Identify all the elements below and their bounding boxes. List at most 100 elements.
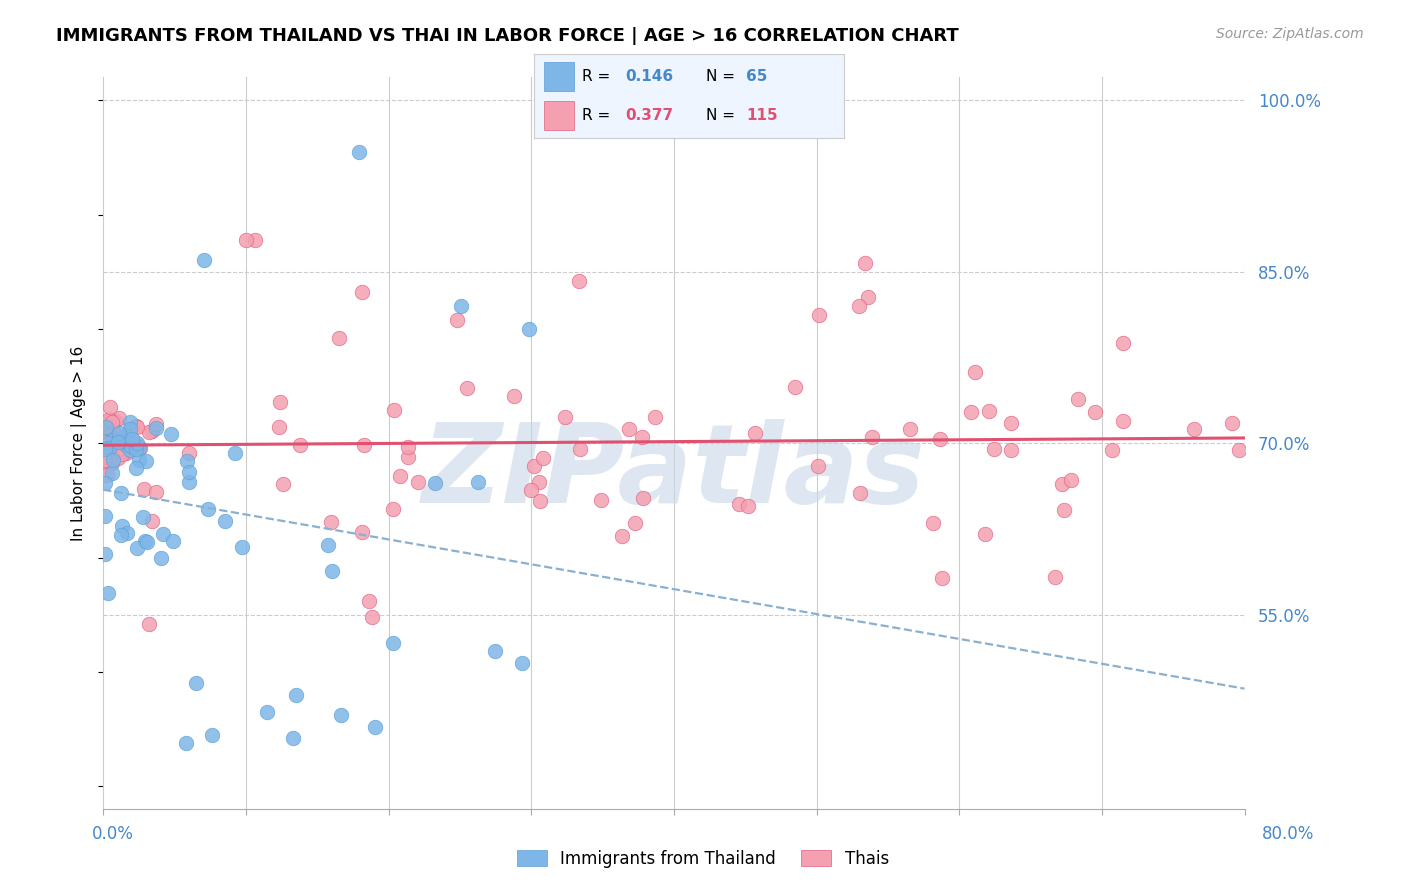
Point (114, 429, 136, 443)
Point (510, 656, 533, 670)
Text: IMMIGRANTS FROM THAILAND VS THAI IN LABOR FORCE | AGE > 16 CORRELATION CHART: IMMIGRANTS FROM THAILAND VS THAI IN LABO… (56, 27, 959, 45)
Text: N =: N = (706, 69, 740, 84)
Point (531, 451, 554, 466)
Point (856, 290, 879, 304)
Point (101, 420, 124, 434)
Point (96, 415, 118, 429)
Point (728, 497, 751, 511)
Point (243, 233, 266, 247)
Point (94, 444, 117, 458)
Point (107, 450, 129, 465)
Point (922, 516, 945, 530)
Text: 80.0%: 80.0% (1263, 825, 1315, 843)
Point (1060, 473, 1083, 487)
Point (136, 535, 159, 549)
Point (446, 312, 468, 326)
Point (785, 379, 807, 393)
Point (959, 405, 981, 419)
Point (527, 475, 550, 489)
Point (347, 145, 370, 159)
Point (96, 467, 118, 482)
Point (269, 395, 291, 409)
Point (554, 409, 576, 424)
Point (1067, 392, 1090, 406)
Point (963, 365, 986, 379)
Point (224, 446, 246, 460)
Point (184, 676, 207, 690)
Text: 0.0%: 0.0% (91, 825, 134, 843)
Point (93, 417, 115, 431)
Point (179, 446, 201, 460)
Y-axis label: In Labor Force | Age > 16: In Labor Force | Age > 16 (72, 345, 87, 541)
Point (93, 548, 115, 562)
Point (118, 439, 141, 453)
Point (111, 447, 134, 461)
Point (124, 461, 146, 475)
Point (128, 441, 150, 455)
Text: N =: N = (706, 108, 740, 123)
Point (115, 437, 138, 451)
Point (132, 510, 155, 524)
Point (929, 432, 952, 446)
Point (977, 404, 1000, 418)
Point (121, 432, 143, 446)
Point (197, 502, 219, 516)
Point (1000, 442, 1022, 457)
Point (93, 450, 115, 465)
Point (256, 705, 278, 719)
Point (94, 420, 117, 434)
Point (807, 459, 830, 474)
Point (108, 411, 131, 425)
Point (201, 728, 224, 742)
Point (523, 459, 546, 474)
Point (145, 485, 167, 500)
Point (135, 454, 157, 468)
Point (120, 442, 142, 457)
Point (353, 438, 375, 452)
Point (97, 585, 120, 599)
Point (114, 431, 136, 445)
Point (125, 442, 148, 456)
Point (94, 460, 117, 475)
Point (93, 434, 115, 449)
Point (382, 501, 405, 516)
Point (231, 540, 253, 554)
Point (364, 720, 387, 734)
Point (1101, 442, 1123, 457)
Point (381, 636, 404, 650)
Point (1084, 405, 1107, 419)
Point (931, 571, 953, 585)
Point (120, 415, 142, 429)
Point (120, 439, 142, 453)
Point (283, 731, 305, 746)
Point (214, 514, 236, 528)
Point (134, 482, 156, 496)
Point (974, 527, 997, 541)
Point (589, 492, 612, 507)
Point (1112, 414, 1135, 428)
Point (125, 541, 148, 555)
Point (93, 476, 115, 491)
Point (97, 428, 120, 442)
Point (450, 299, 472, 313)
Point (425, 475, 447, 490)
Point (115, 525, 138, 540)
Point (125, 436, 148, 450)
Point (103, 453, 125, 467)
Text: 115: 115 (747, 108, 778, 123)
Text: 65: 65 (747, 69, 768, 84)
Point (352, 285, 374, 300)
Point (93, 452, 115, 467)
Point (1050, 476, 1073, 491)
Point (152, 526, 174, 541)
Point (1043, 569, 1066, 583)
Point (101, 415, 124, 429)
Point (359, 594, 381, 608)
Point (177, 465, 200, 479)
Point (193, 253, 215, 268)
Text: R =: R = (582, 69, 616, 84)
Point (1000, 416, 1022, 430)
Point (328, 331, 350, 345)
Point (138, 616, 160, 631)
Point (330, 708, 353, 723)
